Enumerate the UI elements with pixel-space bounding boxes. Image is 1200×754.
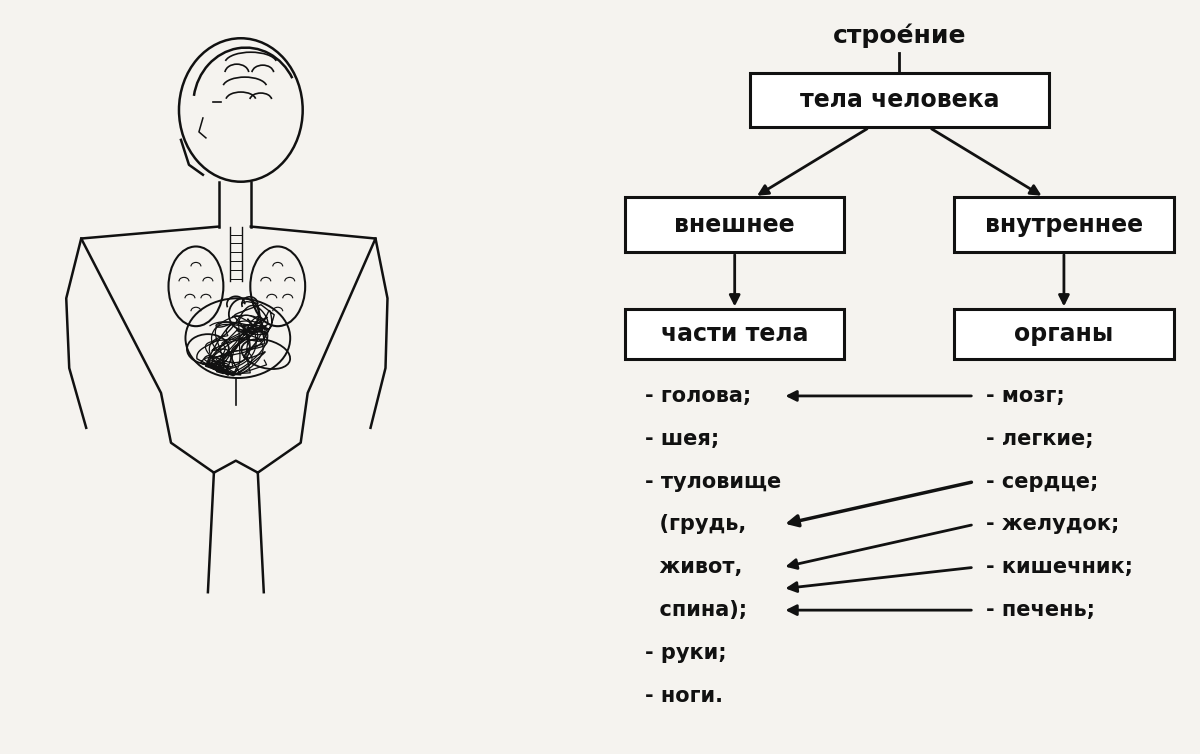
Text: - кишечник;: - кишечник; — [986, 557, 1133, 578]
Text: органы: органы — [1014, 322, 1114, 346]
Text: (грудь,: (грудь, — [644, 514, 746, 535]
Text: тела человека: тела человека — [799, 88, 1000, 112]
FancyBboxPatch shape — [625, 197, 845, 252]
Text: - руки;: - руки; — [644, 643, 726, 663]
FancyBboxPatch shape — [954, 309, 1174, 359]
Text: живот,: живот, — [644, 557, 743, 578]
Text: - печень;: - печень; — [986, 600, 1096, 620]
Text: спина);: спина); — [644, 600, 748, 620]
FancyBboxPatch shape — [625, 309, 845, 359]
Text: внешнее: внешнее — [674, 213, 794, 237]
Text: - туловище: - туловище — [644, 471, 781, 492]
Text: части тела: части тела — [661, 322, 809, 346]
Text: - шея;: - шея; — [644, 429, 719, 449]
Text: - легкие;: - легкие; — [986, 429, 1093, 449]
Text: - ноги.: - ноги. — [644, 686, 722, 706]
Text: - голова;: - голова; — [644, 386, 751, 406]
Text: внутреннее: внутреннее — [985, 213, 1142, 237]
Text: строе́ние: строе́ние — [833, 23, 966, 48]
Text: - сердце;: - сердце; — [986, 471, 1098, 492]
Text: - желудок;: - желудок; — [986, 514, 1120, 535]
FancyBboxPatch shape — [750, 72, 1049, 127]
Text: - мозг;: - мозг; — [986, 386, 1064, 406]
FancyBboxPatch shape — [954, 197, 1174, 252]
